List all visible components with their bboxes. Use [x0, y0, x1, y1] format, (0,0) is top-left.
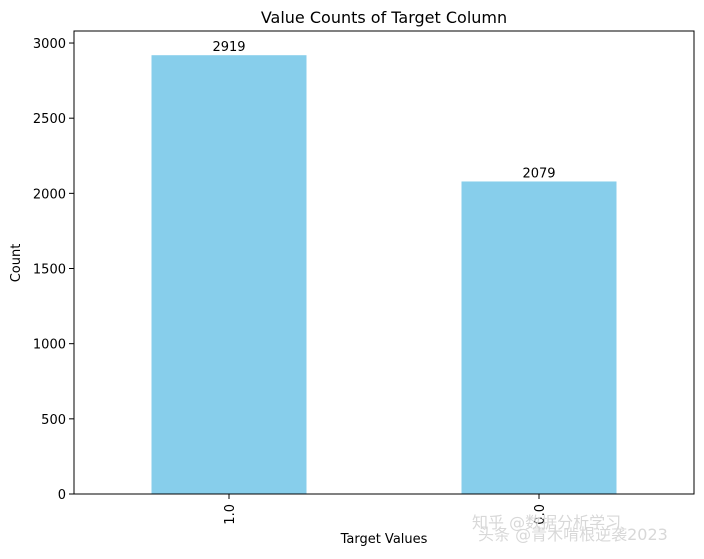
y-tick-label: 3000	[33, 37, 66, 52]
bar-data-label: 2919	[212, 40, 245, 55]
bar	[461, 181, 617, 494]
plot-area: 0 500 1000 1500 2000 2500 3000 2919 1.0 2079 0.0	[33, 37, 617, 525]
x-axis-label: Target Values	[340, 532, 428, 547]
chart-title: Value Counts of Target Column	[261, 8, 507, 27]
y-tick-label: 2500	[33, 112, 66, 127]
x-tick-label: 0.0	[533, 504, 548, 525]
plot-frame	[73, 30, 695, 495]
y-axis-label: Count	[9, 244, 24, 283]
bar-data-label: 2079	[522, 166, 555, 181]
y-tick-label: 1000	[33, 338, 66, 353]
y-tick-label: 0	[58, 488, 66, 503]
y-tick-label: 1500	[33, 263, 66, 278]
watermark-line-1: 知乎 @数据分析学习	[472, 513, 621, 532]
x-tick-label: 1.0	[223, 504, 238, 525]
y-tick-label: 2000	[33, 187, 66, 202]
bar	[151, 55, 307, 495]
watermark-line-2: 头条 @青木啃根逆袭2023	[478, 525, 668, 544]
y-tick-label: 500	[41, 413, 66, 428]
